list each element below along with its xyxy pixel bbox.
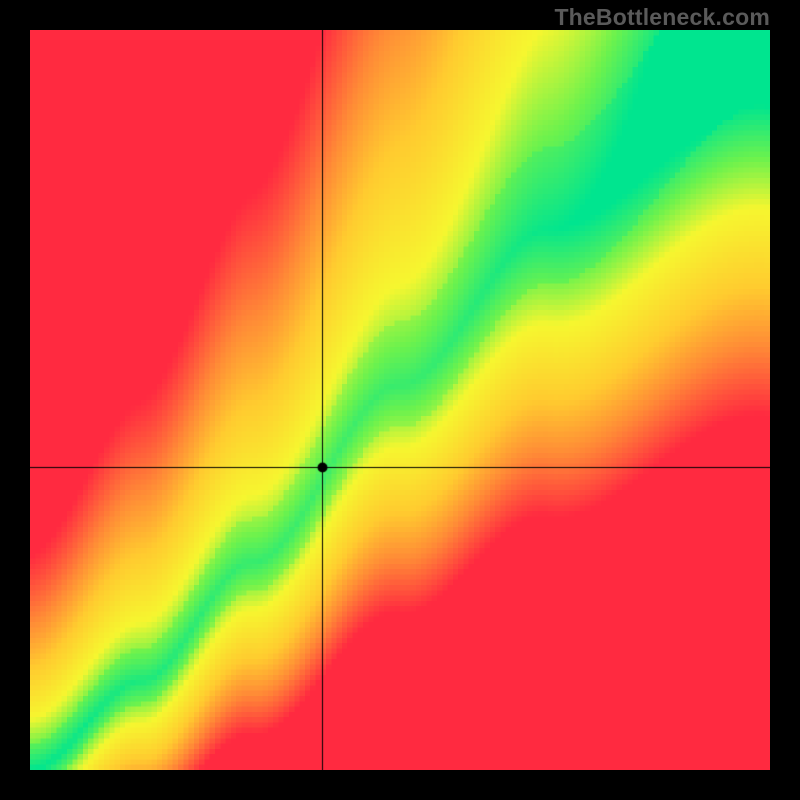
chart-container: TheBottleneck.com <box>0 0 800 800</box>
watermark-text: TheBottleneck.com <box>554 4 770 31</box>
bottleneck-heatmap <box>30 30 770 770</box>
